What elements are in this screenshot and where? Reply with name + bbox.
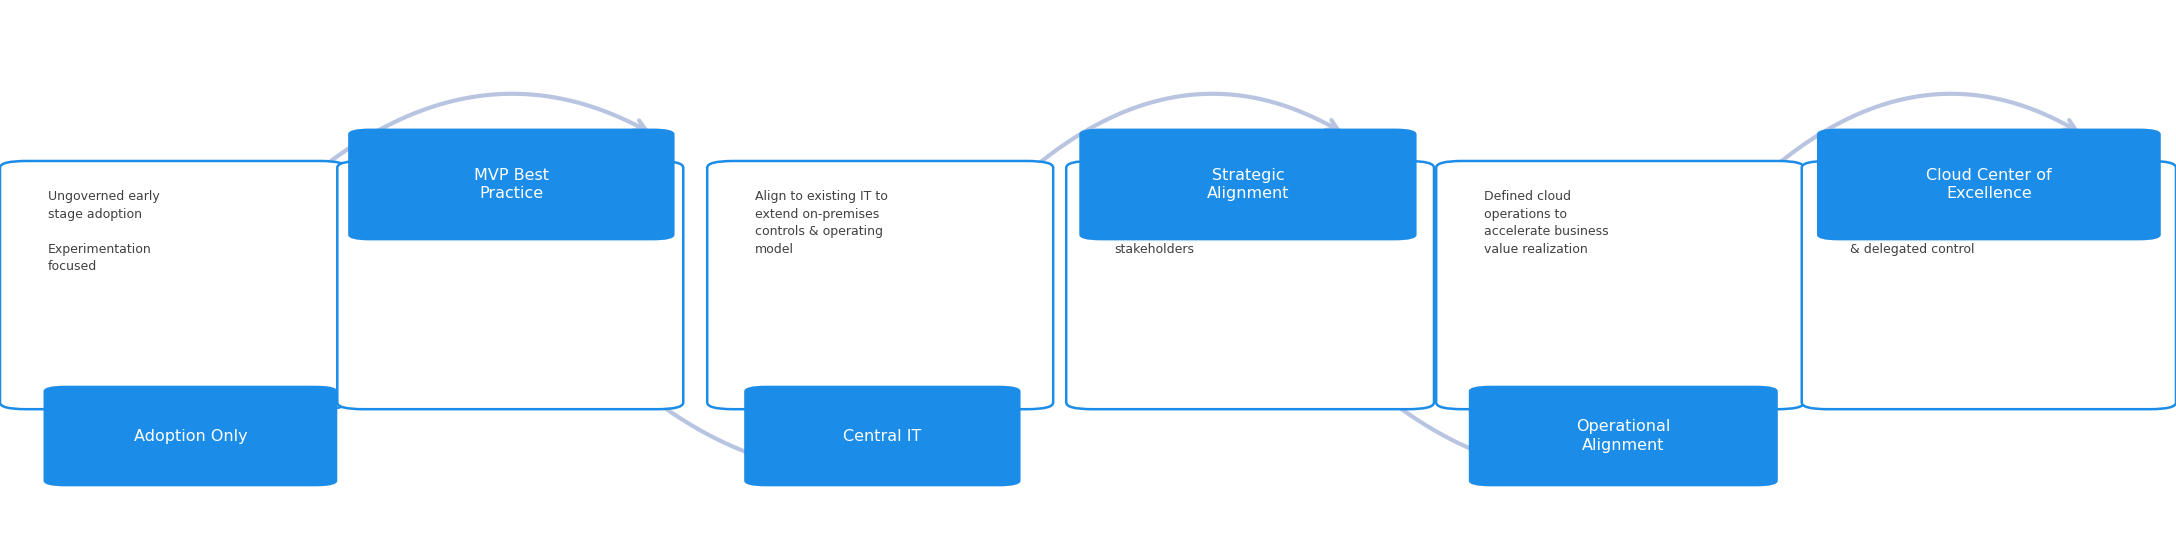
FancyBboxPatch shape bbox=[1802, 161, 2176, 409]
Text: Adoption Only: Adoption Only bbox=[133, 429, 248, 443]
FancyBboxPatch shape bbox=[337, 161, 683, 409]
Text: Align to existing IT to
extend on-premises
controls & operating
model: Align to existing IT to extend on-premis… bbox=[755, 190, 888, 255]
FancyBboxPatch shape bbox=[1079, 129, 1417, 240]
FancyBboxPatch shape bbox=[348, 129, 675, 240]
Text: Defined cloud
operations to
accelerate business
value realization: Defined cloud operations to accelerate b… bbox=[1484, 190, 1608, 255]
Text: Operational
Alignment: Operational Alignment bbox=[1575, 419, 1671, 453]
Text: Cloud Center of
Excellence: Cloud Center of Excellence bbox=[1926, 168, 2052, 201]
FancyBboxPatch shape bbox=[1469, 386, 1778, 486]
FancyBboxPatch shape bbox=[1817, 129, 2161, 240]
Text: MVP Best
Practice: MVP Best Practice bbox=[474, 168, 548, 201]
FancyBboxPatch shape bbox=[744, 386, 1021, 486]
Text: Central IT: Central IT bbox=[842, 429, 923, 443]
FancyBboxPatch shape bbox=[44, 386, 337, 486]
Text: Organization aligned
to a modern, cloud-
first operating model
& delegated contr: Organization aligned to a modern, cloud-… bbox=[1850, 190, 1982, 255]
Text: Strategic
Alignment: Strategic Alignment bbox=[1208, 168, 1288, 201]
FancyBboxPatch shape bbox=[1066, 161, 1434, 409]
Text: Ungoverned early
stage adoption

Experimentation
focused: Ungoverned early stage adoption Experime… bbox=[48, 190, 159, 273]
FancyBboxPatch shape bbox=[707, 161, 1053, 409]
Text: Business first
alignment directly by
business
stakeholders: Business first alignment directly by bus… bbox=[1114, 190, 1247, 255]
FancyBboxPatch shape bbox=[1436, 161, 1804, 409]
Text: Cloud adoption
balanced by cloud
governance: Cloud adoption balanced by cloud governa… bbox=[385, 190, 500, 238]
FancyBboxPatch shape bbox=[0, 161, 346, 409]
